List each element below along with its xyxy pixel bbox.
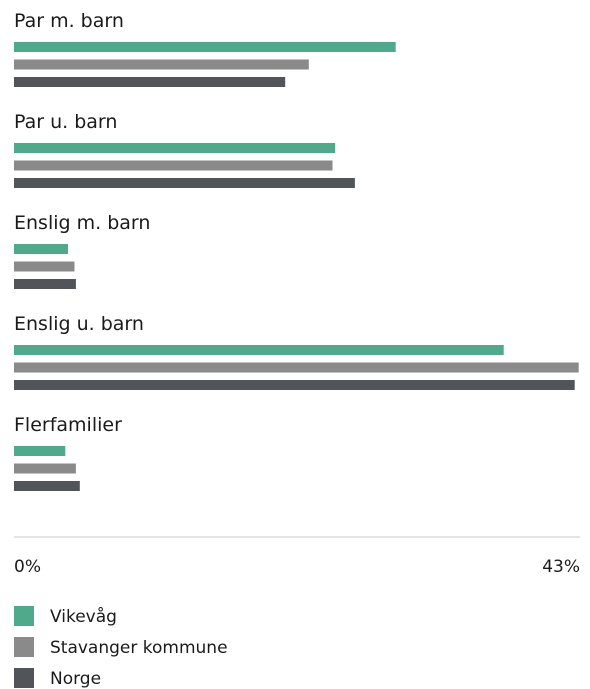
- bar: [14, 481, 80, 491]
- category-label: Enslig u. barn: [14, 313, 144, 335]
- bar: [14, 160, 333, 171]
- bar: [14, 345, 504, 355]
- category-label: Par m. barn: [14, 10, 124, 32]
- bar: [14, 261, 75, 272]
- bar: [14, 244, 68, 254]
- bar: [14, 143, 336, 153]
- legend-label: Vikevåg: [50, 606, 117, 627]
- category-label: Flerfamilier: [14, 414, 122, 436]
- legend-label: Stavanger kommune: [50, 638, 228, 658]
- bar: [14, 77, 286, 87]
- x-tick-max: 43%: [542, 557, 580, 577]
- legend: Vikevåg Stavanger kommune Norge: [14, 606, 228, 689]
- bar: [14, 59, 309, 70]
- x-tick-min: 0%: [14, 557, 41, 577]
- category-label: Par u. barn: [14, 111, 117, 133]
- bar: [14, 279, 76, 289]
- legend-swatch: [14, 606, 34, 626]
- bar: [14, 380, 575, 390]
- bar: [14, 463, 76, 474]
- legend-swatch: [14, 668, 34, 688]
- bar: [14, 446, 66, 456]
- bar: [14, 178, 355, 188]
- category-groups: Par m. barn Par u. barn Enslig m. barn Ensl…: [14, 10, 579, 491]
- category-label: Enslig m. barn: [14, 212, 150, 234]
- legend-swatch: [14, 637, 34, 657]
- bar: [14, 362, 579, 373]
- legend-label: Norge: [50, 669, 101, 689]
- bar: [14, 42, 396, 52]
